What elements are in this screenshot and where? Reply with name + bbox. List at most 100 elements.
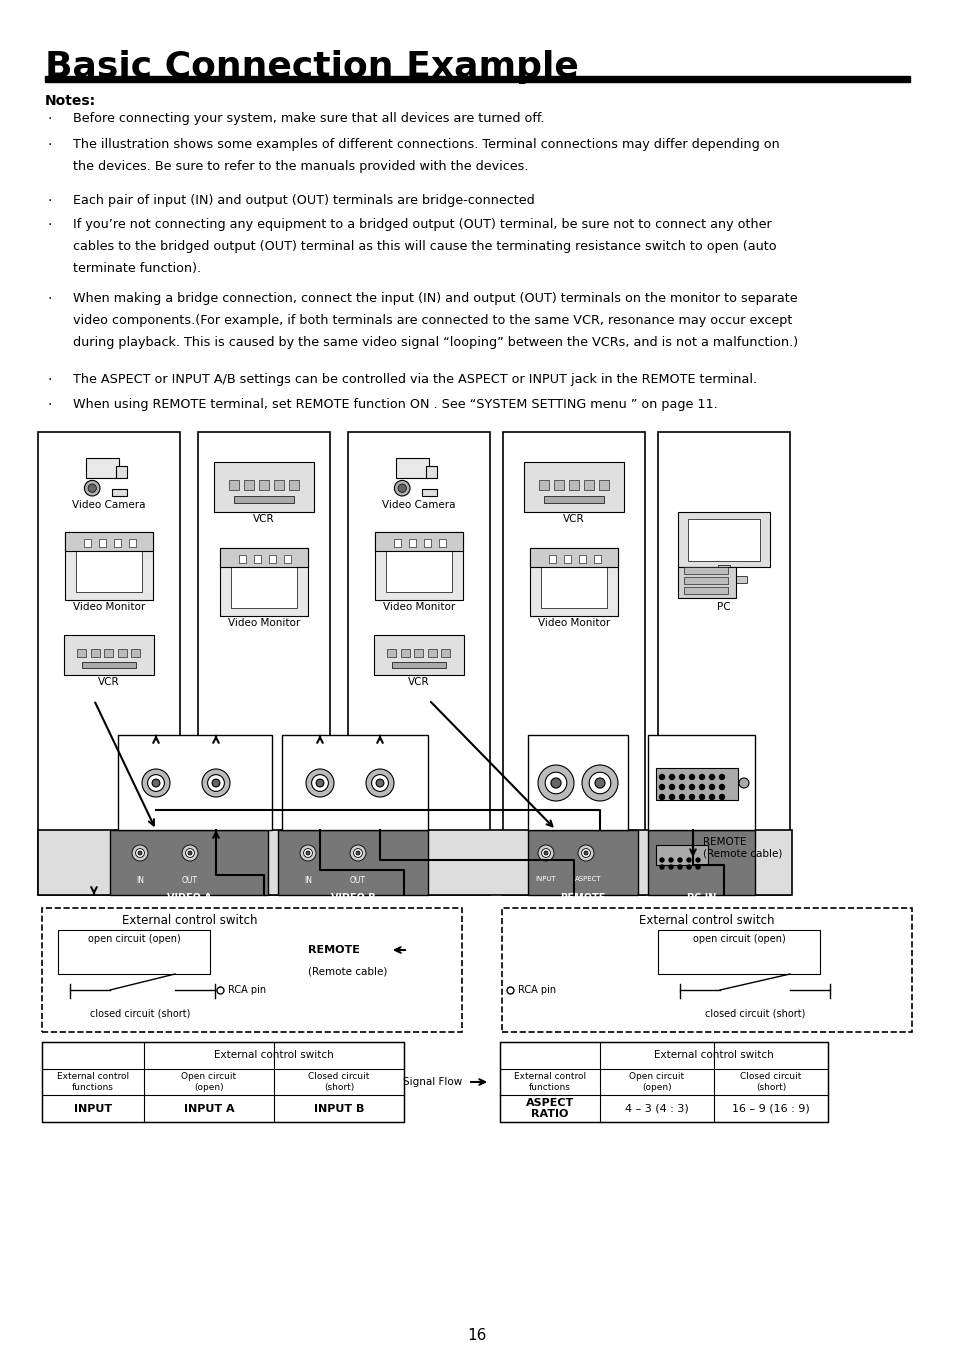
Bar xyxy=(549,555,556,563)
Circle shape xyxy=(689,785,694,789)
Text: ·: · xyxy=(48,373,52,386)
Bar xyxy=(395,458,429,478)
Bar xyxy=(426,466,436,478)
Bar xyxy=(82,662,136,667)
Bar xyxy=(112,489,127,496)
Bar xyxy=(527,830,638,894)
Bar xyxy=(284,555,291,563)
Circle shape xyxy=(659,858,663,862)
Bar xyxy=(409,539,416,547)
Bar xyxy=(375,532,462,551)
Circle shape xyxy=(659,865,663,869)
Bar xyxy=(42,1042,403,1121)
Circle shape xyxy=(537,844,554,861)
Text: OUT: OUT xyxy=(350,875,366,885)
Bar xyxy=(118,735,272,830)
Bar xyxy=(530,549,618,567)
Text: When making a bridge connection, connect the input (IN) and output (OUT) termina: When making a bridge connection, connect… xyxy=(73,292,798,349)
Circle shape xyxy=(188,851,192,855)
Bar xyxy=(523,462,623,512)
Bar xyxy=(64,635,153,676)
Text: INPUT A: INPUT A xyxy=(184,1104,234,1113)
Circle shape xyxy=(689,774,694,780)
Bar xyxy=(392,662,446,667)
Bar xyxy=(84,539,91,547)
Text: ·: · xyxy=(48,218,52,232)
Bar xyxy=(45,76,909,82)
Bar xyxy=(229,480,239,489)
Circle shape xyxy=(543,851,547,855)
Bar xyxy=(683,586,727,593)
Circle shape xyxy=(84,481,100,496)
Bar xyxy=(421,489,436,496)
Bar xyxy=(594,555,600,563)
Text: Notes:: Notes: xyxy=(45,95,96,108)
Text: REMOTE
(Remote cable): REMOTE (Remote cable) xyxy=(702,838,781,859)
Circle shape xyxy=(678,865,681,869)
Circle shape xyxy=(589,773,610,794)
Text: If you’re not connecting any equipment to a bridged output (OUT) terminal, be su: If you’re not connecting any equipment t… xyxy=(73,218,776,276)
Bar xyxy=(683,577,727,584)
Bar xyxy=(105,648,113,657)
Bar xyxy=(348,432,490,894)
Circle shape xyxy=(689,794,694,800)
Circle shape xyxy=(366,769,394,797)
Bar xyxy=(220,549,308,616)
Circle shape xyxy=(541,848,550,858)
Bar xyxy=(213,462,314,512)
Bar xyxy=(700,576,746,582)
Bar xyxy=(428,648,436,657)
Text: ·: · xyxy=(48,112,52,126)
Circle shape xyxy=(186,848,194,858)
Circle shape xyxy=(208,774,224,792)
Circle shape xyxy=(686,858,690,862)
Bar xyxy=(578,555,586,563)
Bar xyxy=(239,555,246,563)
Bar xyxy=(538,480,548,489)
Text: Video Monitor: Video Monitor xyxy=(382,603,455,612)
Bar xyxy=(568,480,578,489)
Circle shape xyxy=(394,481,410,496)
Text: RCA pin: RCA pin xyxy=(228,985,266,994)
Text: The ASPECT or INPUT A/B settings can be controlled via the ASPECT or INPUT jack : The ASPECT or INPUT A/B settings can be … xyxy=(73,373,757,386)
Text: Before connecting your system, make sure that all devices are turned off.: Before connecting your system, make sure… xyxy=(73,112,544,126)
Bar xyxy=(687,519,759,561)
Bar xyxy=(656,844,707,865)
Text: Open circuit
(open): Open circuit (open) xyxy=(629,1073,684,1092)
Bar xyxy=(400,648,410,657)
Circle shape xyxy=(182,844,198,861)
Text: External control switch: External control switch xyxy=(654,1050,773,1061)
Circle shape xyxy=(679,774,684,780)
Bar xyxy=(543,496,603,503)
Text: The illustration shows some examples of different connections. Terminal connecti: The illustration shows some examples of … xyxy=(73,138,779,173)
Circle shape xyxy=(152,780,160,786)
Text: Signal Flow: Signal Flow xyxy=(402,1077,461,1088)
Bar xyxy=(38,830,791,894)
Text: VCR: VCR xyxy=(98,677,120,688)
Circle shape xyxy=(303,848,312,858)
Text: closed circuit (short): closed circuit (short) xyxy=(90,1008,190,1019)
Bar xyxy=(656,767,738,800)
Circle shape xyxy=(583,851,587,855)
Text: PC IN: PC IN xyxy=(686,893,716,902)
Text: External control switch: External control switch xyxy=(213,1050,334,1061)
Circle shape xyxy=(709,794,714,800)
Text: 4 – 3 (4 : 3): 4 – 3 (4 : 3) xyxy=(624,1104,688,1113)
Bar xyxy=(441,648,450,657)
Circle shape xyxy=(696,858,700,862)
Text: Closed circuit
(short): Closed circuit (short) xyxy=(740,1073,801,1092)
Bar xyxy=(77,648,87,657)
Bar xyxy=(116,466,127,478)
Bar xyxy=(110,830,268,894)
Circle shape xyxy=(669,794,674,800)
Text: INPUT B: INPUT B xyxy=(314,1104,364,1113)
Bar xyxy=(374,635,463,676)
Bar xyxy=(647,735,754,830)
Circle shape xyxy=(659,774,664,780)
Text: ASPECT: ASPECT xyxy=(574,875,600,882)
Bar xyxy=(86,458,119,478)
Bar xyxy=(220,549,308,567)
Text: open circuit (open): open circuit (open) xyxy=(88,934,180,944)
Bar xyxy=(647,830,754,894)
Bar xyxy=(387,648,396,657)
